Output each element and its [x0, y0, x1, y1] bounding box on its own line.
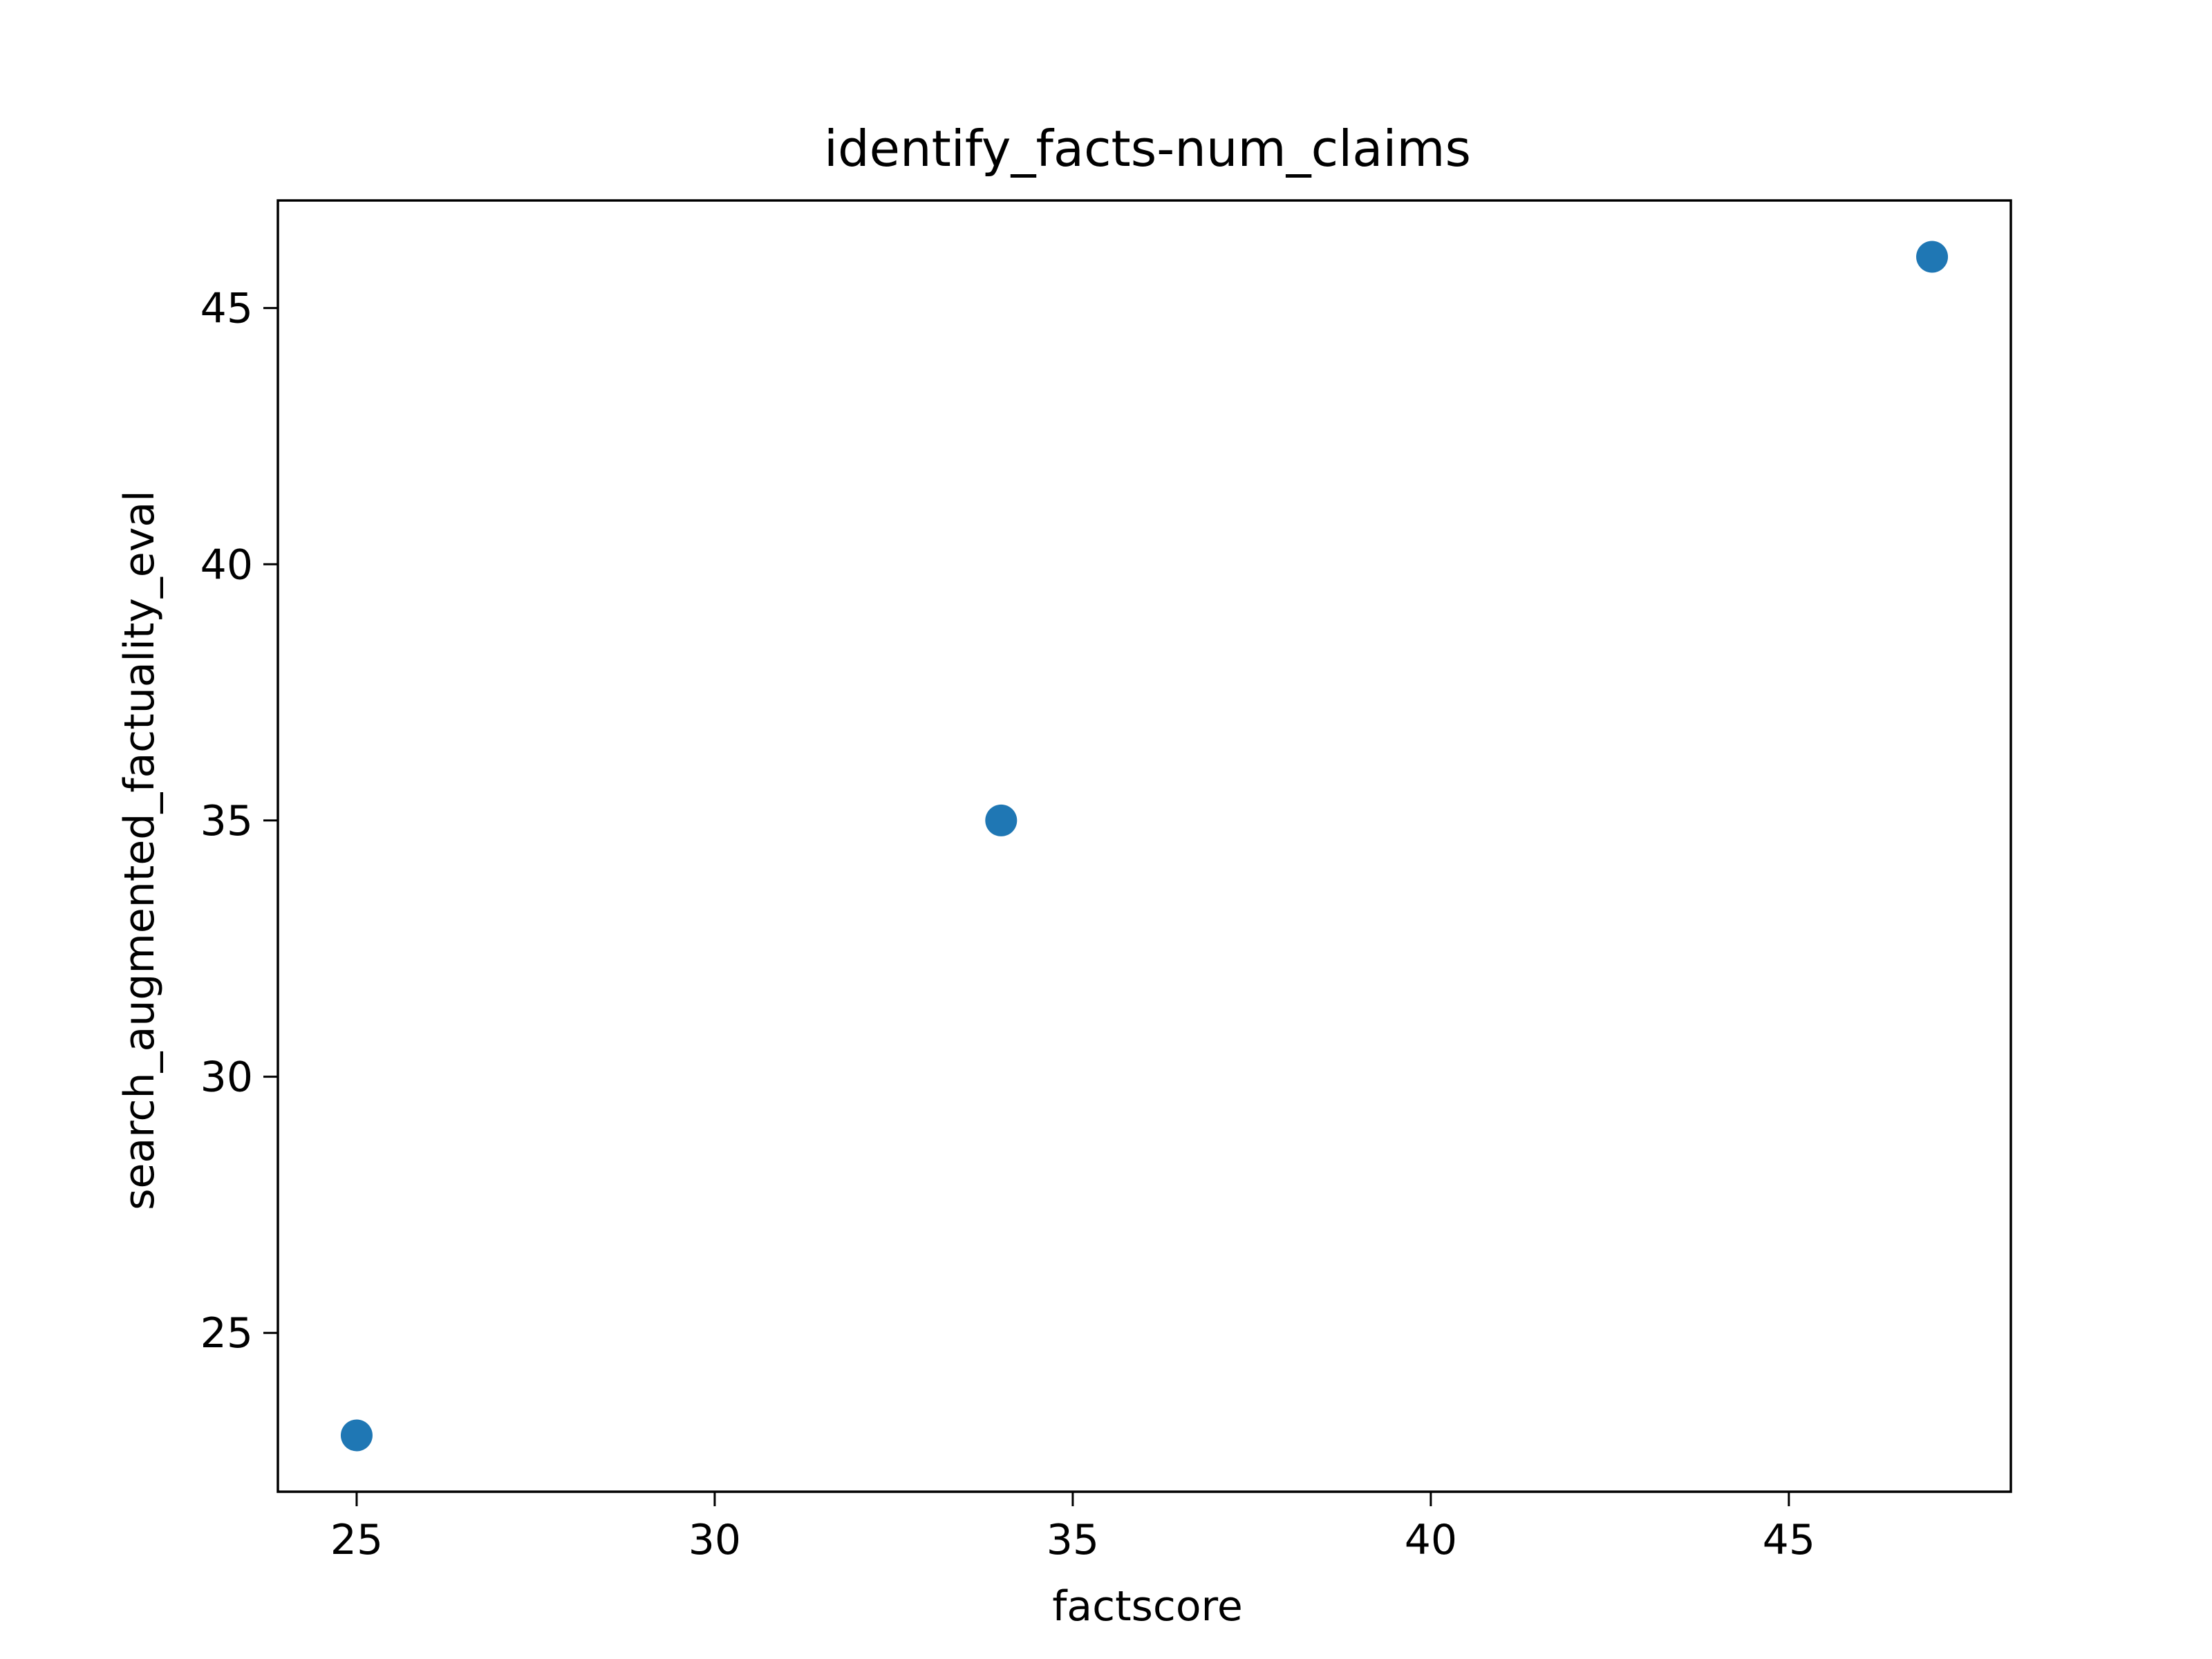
x-tick-label: 45	[1763, 1516, 1815, 1564]
y-axis-label: search_augmented_factuality_eval	[115, 490, 164, 1210]
chart-title: identify_facts-num_claims	[824, 120, 1471, 178]
plot-area: 25 30 35 40 45 25 30 35 40 45	[200, 199, 2012, 1564]
y-tick-label: 45	[200, 285, 253, 333]
y-axis-ticks: 25 30 35 40 45	[200, 285, 278, 1358]
y-tick-label: 35	[200, 797, 253, 845]
x-axis-ticks: 25 30 35 40 45	[330, 1492, 1815, 1564]
data-point	[1916, 241, 1949, 273]
data-point	[340, 1419, 373, 1452]
y-tick-label: 30	[200, 1053, 253, 1102]
data-point	[985, 804, 1018, 836]
y-tick-label: 40	[200, 541, 253, 589]
axes-frame	[276, 199, 2012, 1493]
x-tick-label: 35	[1047, 1516, 1099, 1564]
y-tick-label: 25	[200, 1309, 253, 1358]
data-points	[340, 241, 1949, 1452]
x-tick-label: 25	[330, 1516, 383, 1564]
x-tick-label: 40	[1405, 1516, 1457, 1564]
axes-background	[278, 200, 2011, 1492]
x-tick-label: 30	[688, 1516, 741, 1564]
x-axis-label: factscore	[1052, 1582, 1243, 1631]
